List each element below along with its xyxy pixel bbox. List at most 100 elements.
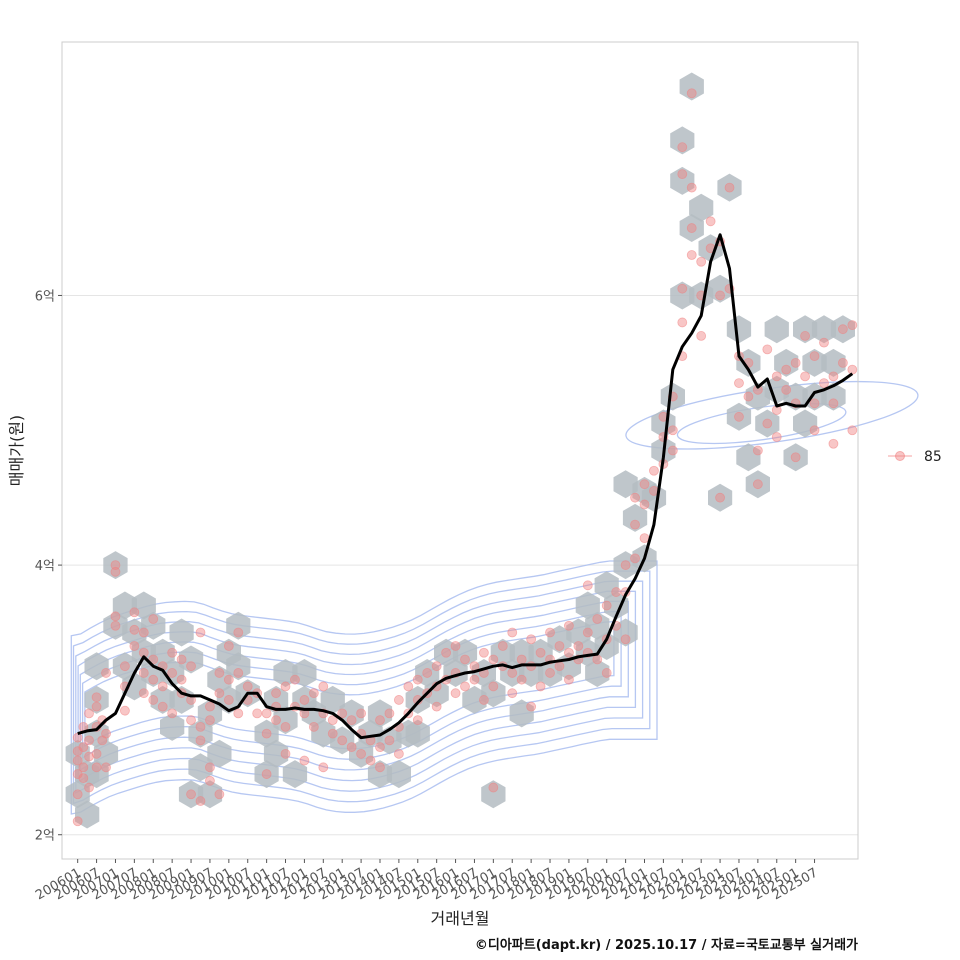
hexbin bbox=[339, 699, 364, 728]
hexbin bbox=[263, 739, 289, 768]
data-point bbox=[450, 688, 461, 699]
data-point bbox=[148, 695, 159, 705]
data-point bbox=[195, 796, 206, 806]
data-point bbox=[84, 782, 94, 793]
density-contour bbox=[79, 600, 629, 772]
hexbin bbox=[774, 348, 799, 377]
data-point bbox=[847, 320, 858, 331]
x-axis: 2006012006072007012007072008012008072009… bbox=[33, 859, 821, 903]
data-point bbox=[554, 661, 565, 672]
hexbin bbox=[358, 719, 383, 748]
data-point bbox=[837, 324, 848, 335]
data-point bbox=[337, 735, 348, 746]
hexbin bbox=[622, 503, 648, 532]
data-point bbox=[554, 641, 565, 651]
hexbin bbox=[169, 685, 194, 714]
hexbin bbox=[575, 591, 600, 620]
data-point bbox=[214, 688, 225, 699]
data-point bbox=[186, 715, 196, 726]
hexbin bbox=[65, 780, 90, 809]
legend-label: 85 bbox=[924, 449, 942, 465]
hexbin bbox=[207, 665, 232, 694]
hexbin bbox=[793, 315, 818, 344]
hexbin bbox=[65, 739, 90, 768]
data-point bbox=[592, 614, 603, 624]
data-point bbox=[630, 492, 640, 503]
data-point bbox=[677, 317, 688, 328]
data-point bbox=[280, 681, 291, 692]
data-point bbox=[261, 708, 272, 719]
data-point bbox=[422, 668, 433, 678]
data-point bbox=[110, 566, 121, 577]
data-point bbox=[223, 641, 234, 651]
data-point bbox=[78, 742, 89, 753]
data-point bbox=[110, 611, 121, 622]
hexbin bbox=[660, 382, 685, 411]
data-point bbox=[375, 762, 385, 773]
data-point bbox=[809, 398, 820, 409]
data-point bbox=[431, 661, 442, 672]
data-point bbox=[630, 519, 640, 530]
data-point bbox=[91, 701, 102, 712]
hexbin bbox=[131, 591, 156, 620]
data-point bbox=[78, 773, 89, 784]
hexbin bbox=[349, 739, 374, 768]
data-point bbox=[677, 283, 688, 294]
hexbin bbox=[207, 739, 232, 768]
data-point bbox=[639, 479, 650, 490]
data-point bbox=[535, 647, 546, 658]
data-point bbox=[84, 751, 94, 762]
scatter-points bbox=[72, 88, 858, 827]
legend: 85 bbox=[888, 449, 942, 465]
data-point bbox=[214, 789, 225, 800]
hexbin bbox=[811, 315, 837, 344]
data-point bbox=[819, 337, 829, 348]
data-point bbox=[195, 735, 206, 746]
hexbin bbox=[330, 726, 355, 755]
gridlines bbox=[62, 294, 858, 836]
hexbin bbox=[613, 470, 638, 499]
hexbin bbox=[282, 760, 308, 789]
hexbin bbox=[755, 409, 780, 438]
hexbin bbox=[613, 551, 638, 580]
data-point bbox=[375, 715, 385, 726]
density-contours bbox=[70, 380, 919, 815]
data-point bbox=[327, 715, 338, 726]
hexbin bbox=[802, 348, 827, 377]
data-point bbox=[205, 775, 215, 786]
data-point bbox=[167, 647, 178, 658]
data-point bbox=[715, 492, 725, 503]
hexbin bbox=[84, 760, 109, 789]
data-point bbox=[403, 681, 414, 692]
hexbin bbox=[197, 699, 223, 728]
data-point bbox=[677, 142, 688, 153]
data-point bbox=[252, 708, 263, 719]
hexbin bbox=[150, 685, 175, 714]
data-point bbox=[535, 681, 546, 692]
hexbin bbox=[708, 483, 733, 512]
data-point bbox=[91, 762, 102, 773]
hexbin bbox=[717, 173, 742, 202]
data-point bbox=[157, 681, 168, 692]
hexbin bbox=[292, 659, 317, 687]
data-point bbox=[497, 641, 508, 651]
data-point bbox=[819, 378, 829, 388]
data-point bbox=[526, 701, 537, 712]
data-point bbox=[762, 344, 773, 355]
hexbin bbox=[708, 274, 733, 303]
data-point bbox=[384, 708, 395, 719]
hexbin bbox=[112, 652, 137, 681]
hexbin bbox=[793, 409, 818, 438]
y-tick-label: 2억 bbox=[35, 829, 55, 844]
hexbin bbox=[301, 699, 326, 728]
hexbin bbox=[764, 315, 789, 344]
hexbin bbox=[726, 402, 752, 431]
hexbin bbox=[462, 685, 487, 714]
data-point bbox=[318, 762, 329, 773]
hexbin bbox=[188, 719, 213, 748]
data-point bbox=[412, 674, 423, 685]
data-point bbox=[205, 701, 215, 712]
data-point bbox=[375, 742, 385, 753]
density-contour bbox=[72, 570, 651, 805]
